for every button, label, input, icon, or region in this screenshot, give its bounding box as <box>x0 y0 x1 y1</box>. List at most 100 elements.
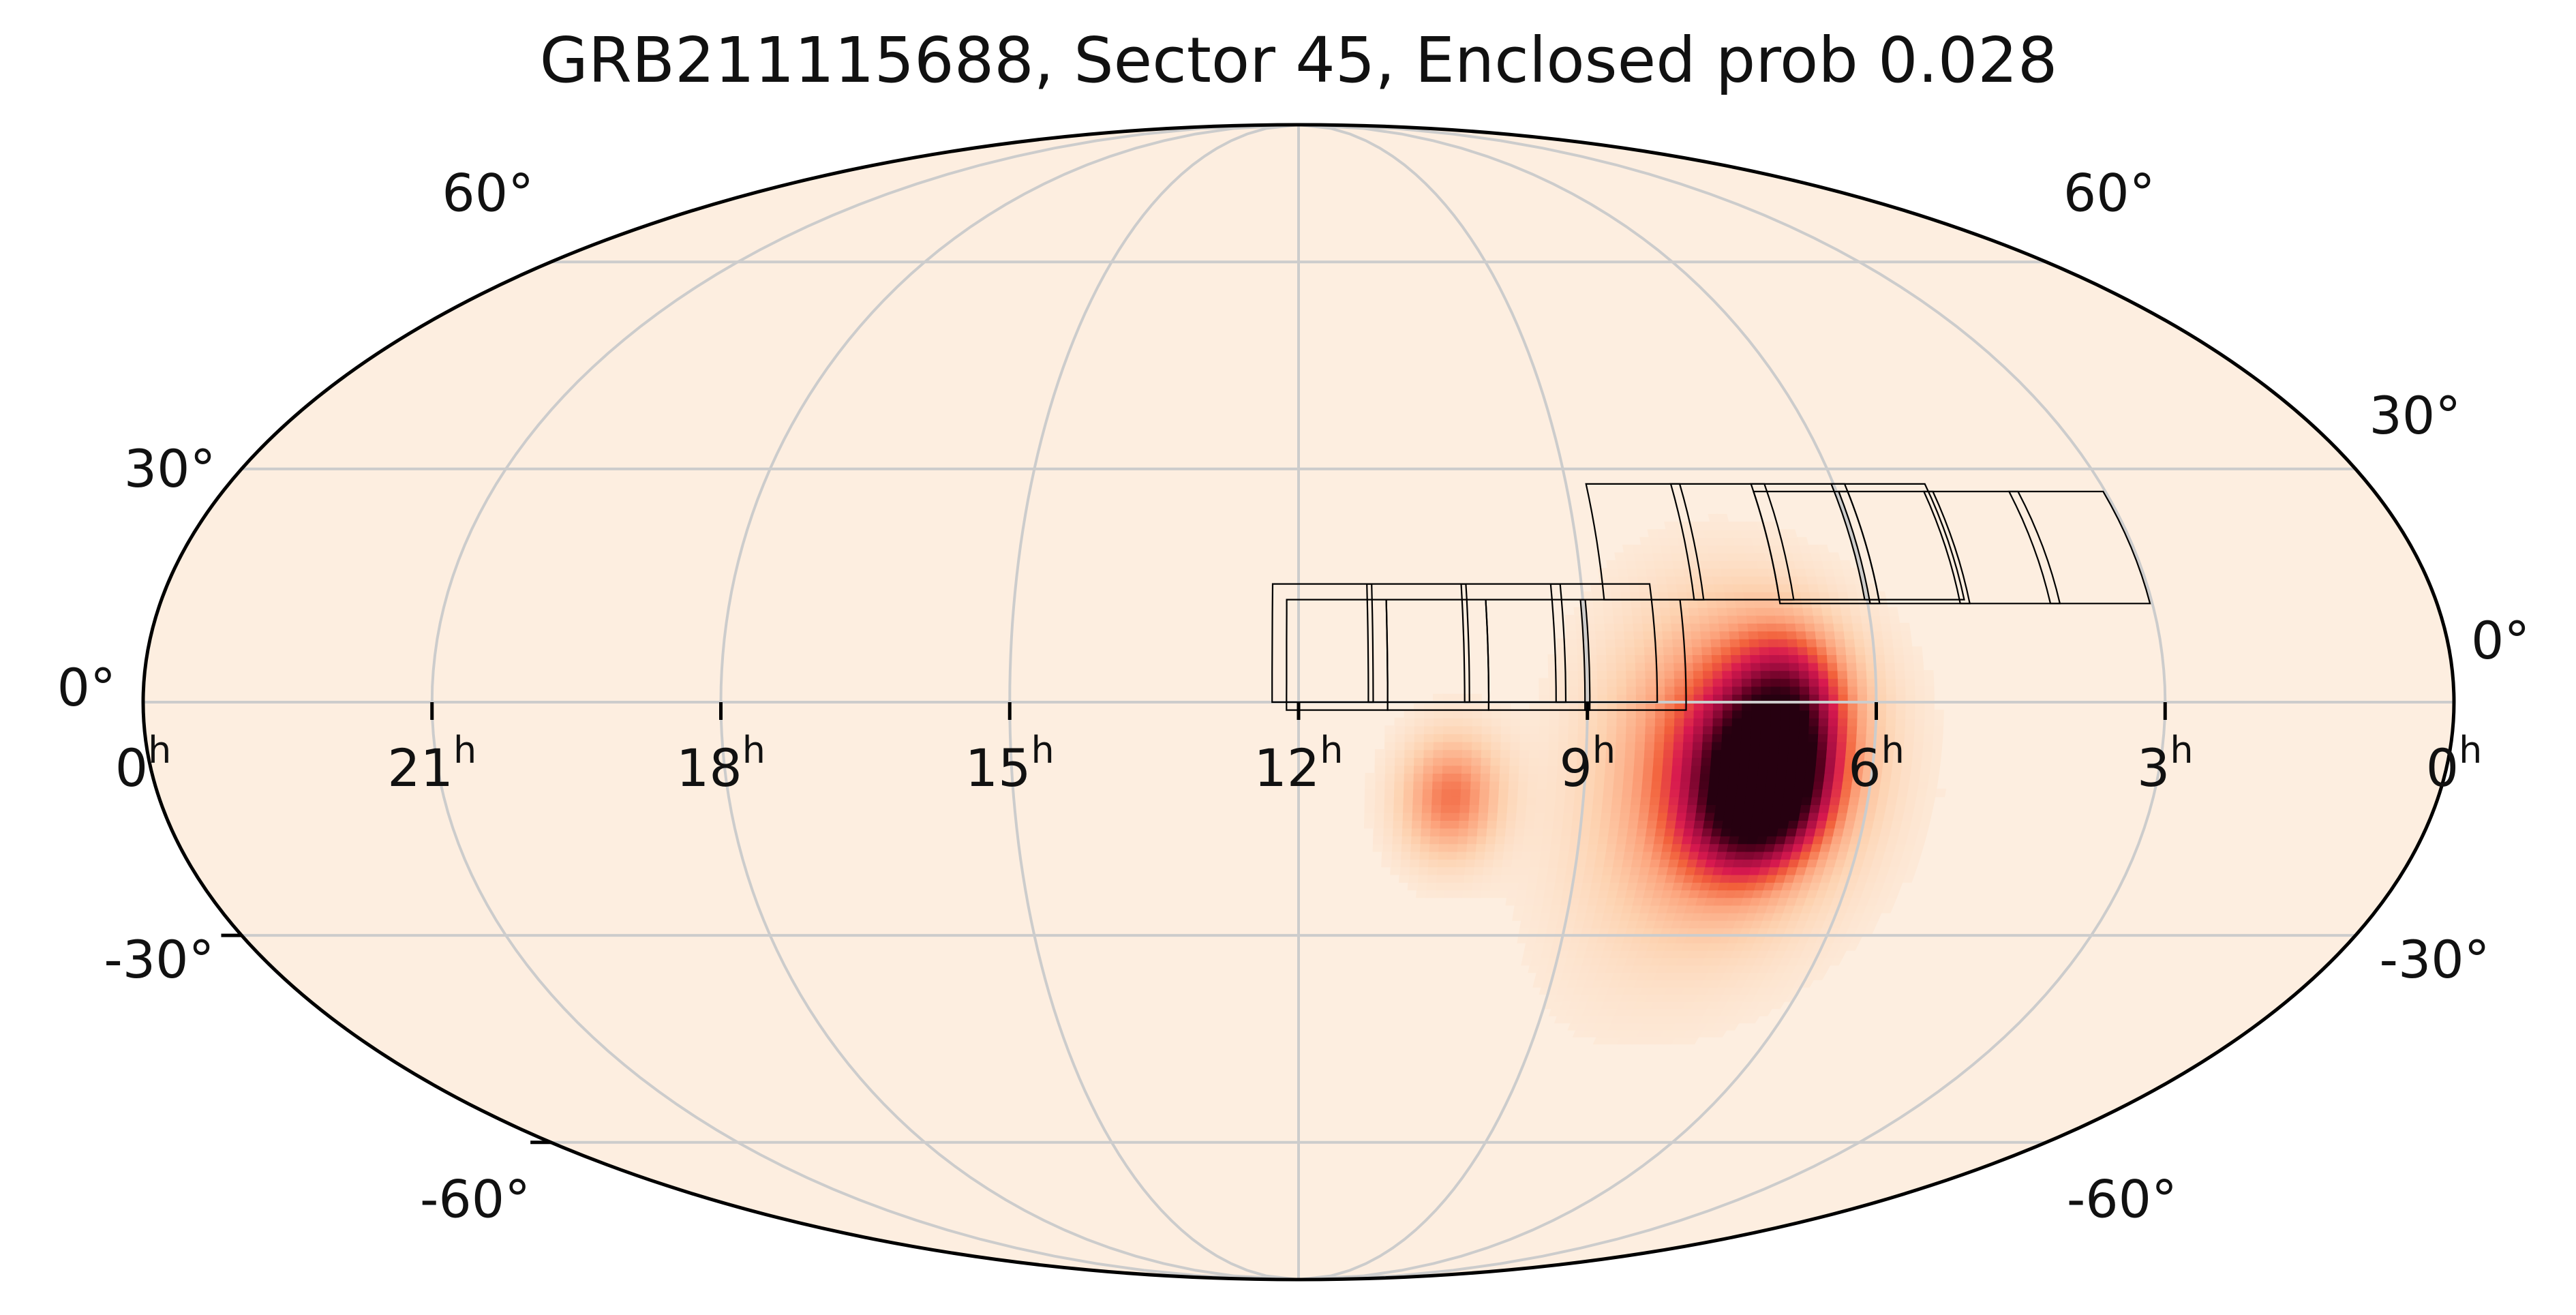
heatmap-cell <box>1457 835 1468 845</box>
heatmap-cell <box>1657 804 1669 813</box>
heatmap-cell <box>1837 709 1848 719</box>
heatmap-cell <box>1539 717 1549 727</box>
heatmap-cell <box>1690 765 1701 774</box>
heatmap-cell <box>1672 741 1684 751</box>
heatmap-cell <box>1548 725 1559 735</box>
heatmap-cell <box>1412 788 1423 798</box>
heatmap-cell <box>1678 614 1691 624</box>
heatmap-cell <box>1621 788 1633 798</box>
heatmap-cell <box>1750 686 1761 695</box>
heatmap-cell <box>1694 583 1706 592</box>
heatmap-cell <box>1692 733 1703 742</box>
heatmap-cell <box>1624 654 1635 663</box>
heatmap-cell <box>1806 741 1818 751</box>
heatmap-cell <box>1501 858 1513 868</box>
heatmap-cell <box>1592 796 1603 806</box>
heatmap-cell <box>1827 669 1838 679</box>
heatmap-cell <box>1704 591 1716 601</box>
heatmap-cell <box>1667 591 1678 601</box>
heatmap-cell <box>1625 686 1636 695</box>
heatmap-cell <box>1691 749 1702 758</box>
heatmap-cell <box>1631 781 1643 790</box>
heatmap-cell <box>1471 725 1482 735</box>
heatmap-cell <box>1374 749 1386 758</box>
heatmap-cell <box>1774 622 1787 632</box>
heatmap-cell <box>1856 709 1867 719</box>
heatmap-cell <box>1587 835 1599 845</box>
heatmap-cell <box>1639 858 1652 868</box>
heatmap-cell <box>1470 741 1482 751</box>
heatmap-cell <box>1654 669 1665 679</box>
heatmap-cell <box>1594 772 1605 782</box>
heatmap-cell <box>1626 575 1639 585</box>
heatmap-cell <box>1592 788 1604 798</box>
heatmap-cell <box>1431 772 1442 782</box>
heatmap-cell <box>1667 804 1678 813</box>
heatmap-cell <box>1618 812 1630 821</box>
heatmap-cell <box>1461 717 1472 727</box>
heatmap-cell <box>1596 678 1607 687</box>
heatmap-cell <box>1562 812 1573 821</box>
heatmap-cell <box>1633 843 1645 852</box>
heatmap-cell <box>1384 781 1395 790</box>
heatmap-cell <box>1401 812 1413 821</box>
heatmap-cell <box>1508 765 1519 774</box>
heatmap-cell <box>1690 638 1702 648</box>
heatmap-cell <box>1539 686 1549 695</box>
heatmap-cell <box>1652 835 1665 845</box>
heatmap-cell <box>1421 796 1432 806</box>
heatmap-cell <box>1633 757 1644 766</box>
heatmap-cell <box>1835 741 1847 751</box>
heatmap-cell <box>1455 858 1466 868</box>
heatmap-cell <box>1438 835 1449 845</box>
heatmap-cell <box>1419 851 1429 860</box>
heatmap-cell <box>1779 717 1790 727</box>
heatmap-cell <box>1411 812 1422 821</box>
heatmap-cell <box>1909 765 1922 774</box>
heatmap-cell <box>1599 583 1611 592</box>
heatmap-cell <box>1506 796 1518 806</box>
heatmap-cell <box>1922 741 1933 751</box>
heatmap-cell <box>1652 638 1663 648</box>
heatmap-cell <box>1623 552 1635 561</box>
heatmap-cell <box>1716 607 1728 616</box>
heatmap-cell <box>1516 881 1528 891</box>
heatmap-cell <box>1681 749 1693 758</box>
heatmap-cell <box>1620 866 1632 875</box>
heatmap-cell <box>1766 631 1778 639</box>
heatmap-cell <box>1699 622 1710 632</box>
heatmap-cell <box>1436 858 1448 868</box>
heatmap-cell <box>1383 788 1395 798</box>
heatmap-cell <box>1825 654 1837 663</box>
heatmap-cell <box>1451 733 1463 742</box>
heatmap-cell <box>1445 866 1456 875</box>
heatmap-cell <box>1903 725 1915 735</box>
heatmap-cell <box>1517 874 1529 883</box>
heatmap-cell <box>1710 646 1722 656</box>
heatmap-cell <box>1693 686 1703 695</box>
heatmap-cell <box>1714 796 1727 806</box>
heatmap-cell <box>1491 866 1502 875</box>
heatmap-cell <box>1633 646 1645 656</box>
heatmap-cell <box>1504 828 1515 836</box>
heatmap-cell <box>1661 552 1673 561</box>
heatmap-cell <box>1532 897 1544 906</box>
heatmap-cell <box>1856 686 1867 695</box>
heatmap-cell <box>1553 881 1564 891</box>
heatmap-cell <box>1489 765 1500 774</box>
heatmap-cell <box>1519 709 1530 719</box>
heatmap-cell <box>1748 638 1759 648</box>
heatmap-cell <box>1721 662 1732 671</box>
heatmap-cell <box>1374 781 1385 790</box>
heatmap-cell <box>1509 709 1521 719</box>
heatmap-cell <box>1644 568 1656 577</box>
heatmap-cell <box>1384 757 1395 766</box>
heatmap-cell <box>1449 796 1461 806</box>
heatmap-cell <box>1551 828 1562 836</box>
heatmap-cell <box>1372 835 1384 845</box>
heatmap-cell <box>1671 749 1683 758</box>
dec-label-right: -30° <box>2380 929 2490 990</box>
heatmap-cell <box>1651 843 1663 852</box>
heatmap-cell <box>1631 544 1643 554</box>
heatmap-cell <box>1381 851 1393 860</box>
